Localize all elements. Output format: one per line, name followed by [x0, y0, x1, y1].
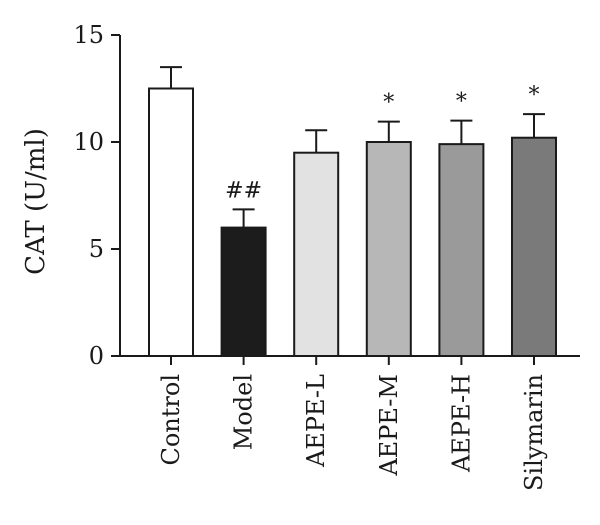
bar	[293, 151, 340, 357]
bars: ## * * *	[148, 66, 557, 357]
category-label: Model	[230, 374, 258, 450]
bar	[220, 226, 267, 357]
category-label: AEPE-H	[447, 374, 475, 473]
significance-label: *	[383, 91, 394, 116]
y-tick-label: 10	[73, 128, 104, 156]
bar	[438, 143, 485, 357]
y-axis: 0 5 10 15	[73, 21, 121, 370]
category-label: Control	[157, 374, 185, 466]
category-label: AEPE-M	[375, 374, 403, 477]
y-tick-label: 0	[89, 342, 104, 370]
significance-label: *	[456, 90, 467, 115]
category-label: Silymarin	[520, 374, 548, 491]
y-tick-label: 15	[73, 21, 104, 49]
significance-label: *	[529, 83, 540, 108]
y-axis-title: CAT (U/ml)	[21, 128, 51, 275]
category-label: AEPE-L	[302, 374, 330, 468]
bar	[148, 87, 194, 357]
bar	[365, 141, 412, 357]
y-tick-label: 5	[89, 235, 104, 263]
x-axis	[120, 355, 580, 365]
significance-label: ##	[225, 178, 262, 203]
bar	[511, 136, 557, 357]
category-labels: Control Model AEPE-L AEPE-M AEPE-H Silymarin	[157, 374, 548, 491]
